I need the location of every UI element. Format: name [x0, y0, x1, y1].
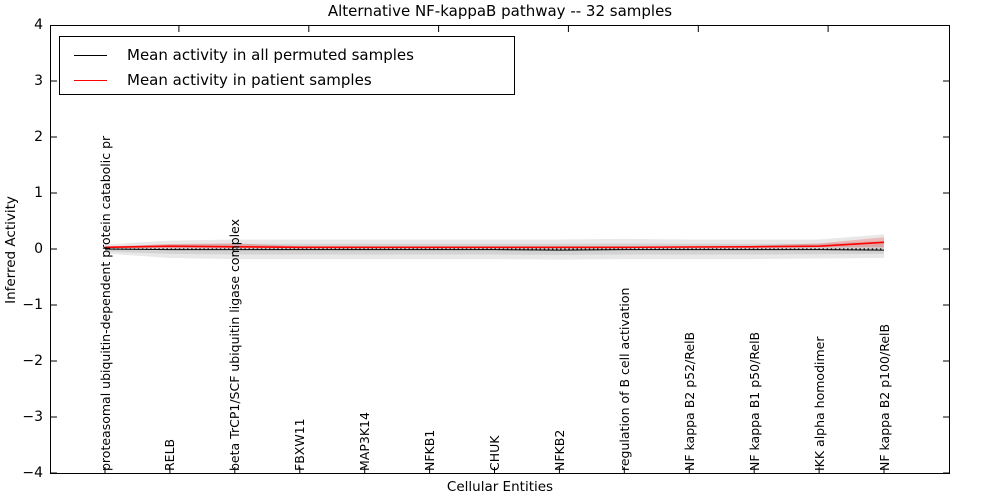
axis-ticks — [50, 25, 950, 474]
x-category-label: NFKB1 — [422, 429, 438, 471]
y-tick-label: 4 — [34, 17, 43, 33]
y-tick-label: 1 — [34, 185, 43, 201]
x-category-label: NF kappa B2 p100/RelB — [876, 323, 892, 471]
legend-label: Mean activity in patient samples — [127, 71, 372, 89]
x-category-label: NFKB2 — [551, 429, 567, 471]
x-category-label: NF kappa B1 p50/RelB — [746, 331, 762, 471]
patient-mean-line — [104, 241, 885, 249]
x-axis-label: Cellular Entities — [446, 479, 554, 495]
permuted-mean-line — [104, 248, 885, 251]
chart-title: Alternative NF-kappaB pathway -- 32 samp… — [327, 2, 673, 20]
legend-line-black-icon — [74, 55, 107, 56]
y-tick-label: 0 — [34, 241, 43, 257]
x-category-label: proteasomal ubiquitin-dependent protein … — [97, 135, 113, 471]
legend-label: Mean activity in all permuted samples — [127, 46, 414, 64]
x-category-label: FBXW11 — [292, 418, 308, 471]
y-tick-label: −4 — [22, 465, 43, 481]
plot-canvas — [50, 25, 950, 474]
y-tick-label: 3 — [34, 73, 43, 89]
y-tick-label: −3 — [22, 409, 43, 425]
y-tick-label: −2 — [22, 353, 43, 369]
y-tick-label: −1 — [22, 297, 43, 313]
x-category-label: IKK alpha homodimer — [811, 336, 827, 472]
y-tick-label: 2 — [34, 129, 43, 145]
x-category-label: regulation of B cell activation — [616, 287, 632, 471]
x-category-label: beta TrCP1/SCF ubiquitin ligase complex — [227, 219, 243, 471]
legend-item: Mean activity in patient samples — [74, 68, 514, 93]
x-category-label: NF kappa B2 p52/RelB — [681, 331, 697, 471]
legend-item: Mean activity in all permuted samples — [74, 43, 514, 68]
legend-line-red-icon — [74, 80, 107, 81]
legend: Mean activity in all permuted samples Me… — [59, 36, 515, 95]
x-category-label: CHUK — [487, 435, 502, 471]
x-category-label: MAP3K14 — [357, 412, 373, 471]
x-category-label: RELB — [162, 438, 178, 471]
